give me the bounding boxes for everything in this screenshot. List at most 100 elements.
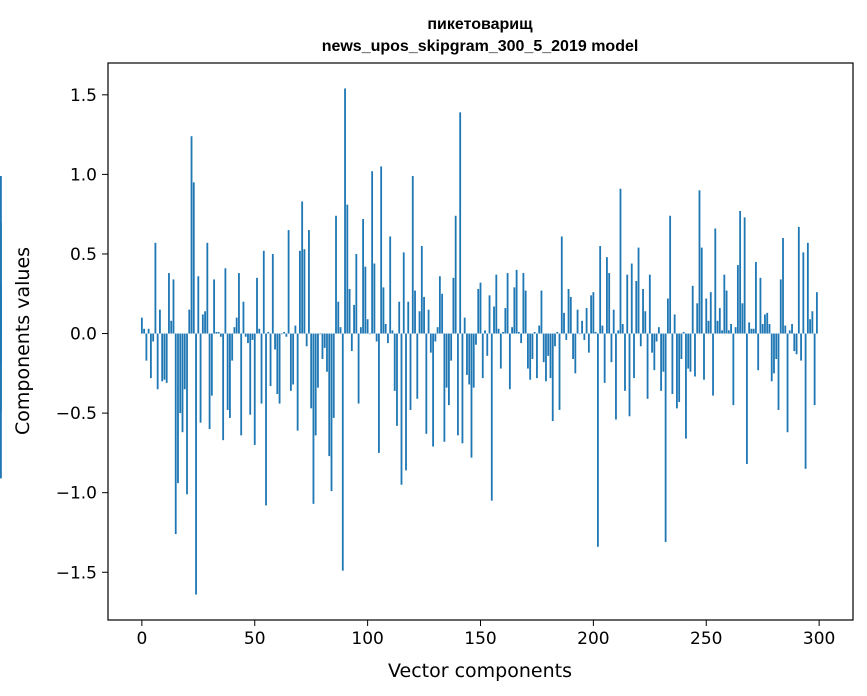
bar (779, 279, 782, 334)
bar (567, 288, 570, 334)
bar (368, 333, 371, 335)
bar (0, 333, 2, 412)
bar (596, 333, 599, 547)
bar (371, 171, 374, 334)
bar (490, 333, 493, 501)
bar (308, 230, 310, 334)
bar (265, 333, 267, 506)
bar (558, 333, 561, 410)
bar (436, 327, 439, 334)
bar (615, 333, 617, 420)
bar (475, 333, 477, 345)
bar (732, 333, 735, 406)
bar (427, 309, 430, 334)
bar (269, 333, 272, 387)
bar (229, 333, 231, 418)
bar (405, 333, 407, 471)
bar (502, 331, 504, 334)
bar (657, 327, 660, 334)
bar (337, 301, 340, 334)
bar (606, 257, 608, 334)
bar (727, 330, 730, 334)
bar (423, 296, 425, 334)
bar (743, 217, 746, 334)
bar (441, 293, 444, 334)
bar (698, 190, 701, 334)
bar (488, 295, 491, 334)
bar (267, 331, 270, 334)
bar (757, 333, 760, 371)
bar (671, 333, 674, 395)
bar (323, 333, 326, 348)
bar (545, 333, 547, 382)
bar (296, 333, 299, 431)
bar (375, 333, 378, 342)
bar (199, 333, 202, 423)
bar (197, 276, 200, 334)
bar (434, 333, 437, 342)
bar (739, 211, 742, 334)
bar (508, 333, 511, 390)
bar (206, 242, 209, 334)
bar (443, 333, 446, 442)
bar (177, 333, 179, 484)
bar (712, 333, 714, 396)
bar (276, 333, 279, 395)
bar (398, 301, 401, 334)
x-tick-label: 250 (690, 629, 722, 649)
bar (666, 298, 669, 334)
bar (610, 333, 613, 363)
bar (438, 276, 441, 334)
bar (678, 333, 681, 402)
bar (301, 201, 304, 334)
bar (761, 323, 764, 334)
bar (522, 273, 525, 334)
bar (289, 333, 292, 391)
bar (317, 333, 319, 388)
bar (633, 333, 635, 379)
bar (764, 314, 766, 334)
bar (642, 288, 644, 334)
bar (802, 252, 805, 334)
bar (648, 274, 651, 334)
bar (283, 331, 285, 334)
bar (531, 333, 534, 359)
bar (569, 296, 572, 334)
bar (238, 273, 240, 334)
bar (181, 333, 184, 433)
bar (159, 309, 161, 334)
bar (504, 308, 507, 334)
bar (359, 327, 362, 334)
bar (224, 268, 227, 334)
bar (542, 333, 545, 363)
bar (303, 249, 306, 334)
bar (341, 333, 344, 571)
bar (145, 333, 148, 361)
bar (547, 333, 550, 356)
bar (734, 327, 737, 334)
y-tick-label: 1.5 (70, 86, 97, 106)
bar (784, 325, 787, 334)
bar (380, 166, 383, 334)
bar (231, 333, 234, 361)
y-axis-ticks: −1.5 −1.0 −0.5 0.0 0.5 1.0 1.5 (56, 86, 108, 583)
bar (646, 333, 649, 399)
bar (156, 333, 159, 390)
bar (797, 226, 800, 334)
bar (389, 236, 392, 334)
bar (639, 333, 642, 347)
bar (396, 333, 398, 426)
bar (226, 333, 229, 410)
bar (466, 333, 468, 375)
bar (314, 333, 317, 436)
bar (777, 333, 780, 410)
bar (179, 333, 182, 414)
bar (788, 330, 791, 334)
bar (457, 333, 459, 436)
bar (815, 292, 818, 334)
bar (330, 333, 333, 492)
bar (493, 306, 495, 334)
bar (147, 328, 150, 334)
bar (143, 328, 146, 334)
bar (195, 333, 197, 595)
